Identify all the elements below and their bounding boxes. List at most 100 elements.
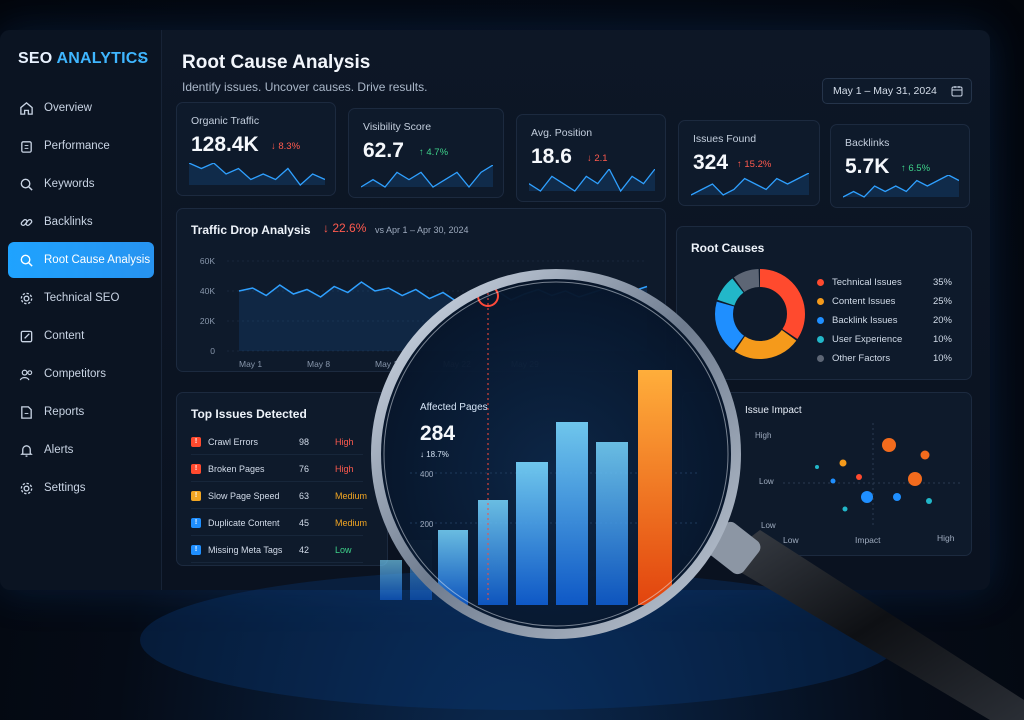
y-tick-label: 20K bbox=[200, 316, 215, 326]
legend-dot bbox=[817, 316, 824, 324]
kpi-change: ↓ 8.3% bbox=[271, 141, 301, 152]
legend-dot bbox=[817, 335, 824, 343]
traffic-line-chart: 60K 40K 20K 0 May 1 May 8 May 15 May 22 May 29 bbox=[200, 256, 648, 369]
kpi-change: ↑ 4.7% bbox=[419, 147, 449, 158]
issue-severity: Low bbox=[335, 544, 352, 555]
kpi-change: ↑ 15.2% bbox=[737, 159, 772, 170]
x-tick-label: May 15 bbox=[375, 359, 403, 369]
issue-count: 76 bbox=[299, 463, 310, 474]
issue-count: 63 bbox=[299, 490, 310, 501]
kpi-sparkline bbox=[189, 163, 325, 186]
issue-label: Broken Pages bbox=[208, 463, 265, 474]
kpi-label: Avg. Position bbox=[531, 127, 593, 139]
root-causes-title: Root Causes bbox=[691, 241, 765, 255]
issue-count: 45 bbox=[299, 517, 310, 528]
issue-icon: ! bbox=[191, 463, 201, 474]
legend-pct: 35% bbox=[932, 276, 952, 288]
sidebar-item-root-cause-analysis[interactable]: Root Cause Analysis bbox=[8, 242, 154, 278]
traffic-drop-compare: vs Apr 1 – Apr 30, 2024 bbox=[375, 225, 469, 235]
issue-row[interactable]: ! Slow Page Speed 63 Medium bbox=[191, 483, 367, 509]
impact-y-high: High bbox=[755, 431, 772, 440]
issue-label: Missing Meta Tags bbox=[208, 544, 283, 555]
kpi-card-avg-position[interactable]: Avg. Position 18.6 ↓ 2.1 bbox=[516, 114, 666, 202]
kpi-card-visibility-score[interactable]: Visibility Score 62.7 ↑ 4.7% bbox=[348, 108, 504, 198]
traffic-drop-title: Traffic Drop Analysis bbox=[191, 223, 311, 237]
issue-icon: ! bbox=[191, 490, 201, 501]
sidebar-item-label: Settings bbox=[44, 482, 86, 494]
sidebar-item-label: Content bbox=[44, 330, 85, 342]
issue-row[interactable]: ! Duplicate Content 45 Medium bbox=[191, 510, 367, 536]
sidebar-item-reports[interactable]: Reports bbox=[8, 394, 154, 430]
impact-point bbox=[882, 438, 896, 452]
sidebar-item-settings[interactable]: Settings bbox=[8, 470, 154, 506]
legend-label: User Experience bbox=[832, 333, 903, 345]
sidebar-item-competitors[interactable]: Competitors bbox=[8, 356, 154, 392]
issue-impact-title: Issue Impact bbox=[745, 405, 802, 416]
sidebar-item-technical-seo[interactable]: Technical SEO bbox=[8, 280, 154, 316]
impact-point bbox=[920, 450, 930, 460]
kpi-value: 128.4K bbox=[191, 133, 259, 156]
sidebar-item-label: Overview bbox=[44, 102, 92, 114]
legend-label: Other Factors bbox=[832, 352, 891, 364]
x-tick-label: May 29 bbox=[511, 359, 539, 369]
impact-point bbox=[856, 474, 862, 480]
main-content: Root Cause Analysis Identify issues. Unc… bbox=[176, 30, 990, 590]
impact-point bbox=[815, 465, 819, 469]
page-subtitle: Identify issues. Uncover causes. Drive r… bbox=[182, 80, 428, 94]
home-icon bbox=[18, 100, 34, 116]
top-issues-title: Top Issues Detected bbox=[191, 407, 307, 421]
impact-y-low-2: Low bbox=[761, 521, 776, 530]
issue-severity: High bbox=[335, 463, 354, 474]
issue-label: Crawl Errors bbox=[208, 436, 259, 447]
sidebar-item-keywords[interactable]: Keywords bbox=[8, 166, 154, 202]
clipboard-icon bbox=[18, 138, 34, 154]
calendar-icon bbox=[951, 85, 963, 100]
legend-item[interactable]: Backlink Issues 20% bbox=[817, 311, 952, 329]
kpi-change: ↓ 2.1 bbox=[587, 153, 608, 164]
donut-hole bbox=[734, 288, 786, 340]
sidebar-item-label: Backlinks bbox=[44, 216, 93, 228]
sidebar-item-label: Performance bbox=[44, 140, 110, 152]
root-causes-card: Root Causes Technical Issues 35% Content… bbox=[676, 226, 972, 380]
kpi-value: 62.7 bbox=[363, 139, 404, 162]
y-tick-label: 40K bbox=[200, 286, 215, 296]
chevron-down-icon[interactable]: ⌄ bbox=[136, 52, 146, 64]
brand-name-left: SEO bbox=[18, 50, 53, 67]
sidebar-item-performance[interactable]: Performance bbox=[8, 128, 154, 164]
sidebar-item-label: Keywords bbox=[44, 178, 95, 190]
issue-row[interactable]: ! Broken Pages 76 High bbox=[191, 456, 363, 482]
brand-name-right: ANALYTICS bbox=[56, 50, 149, 67]
y-tick-label: 60K bbox=[200, 256, 215, 266]
legend-item[interactable]: Technical Issues 35% bbox=[817, 273, 952, 291]
sidebar-item-backlinks[interactable]: Backlinks bbox=[8, 204, 154, 240]
legend-item[interactable]: User Experience 10% bbox=[817, 330, 952, 348]
sidebar-item-content[interactable]: Content bbox=[8, 318, 154, 354]
legend-dot bbox=[817, 297, 824, 305]
kpi-value: 324 bbox=[693, 151, 729, 174]
sidebar-item-alerts[interactable]: Alerts bbox=[8, 432, 154, 468]
issue-row[interactable]: ! Missing Meta Tags 42 Low bbox=[191, 537, 363, 563]
kpi-card-organic-traffic[interactable]: Organic Traffic 128.4K ↓ 8.3% bbox=[176, 102, 336, 196]
kpi-label: Visibility Score bbox=[363, 121, 432, 133]
sidebar-item-label: Alerts bbox=[44, 444, 74, 456]
sidebar-item-label: Root Cause Analysis bbox=[44, 254, 151, 266]
kpi-card-backlinks[interactable]: Backlinks 5.7K ↑ 6.5% bbox=[830, 124, 970, 208]
kpi-label: Organic Traffic bbox=[191, 115, 260, 127]
kpi-label: Issues Found bbox=[693, 133, 757, 145]
kpi-card-issues-found[interactable]: Issues Found 324 ↑ 15.2% bbox=[678, 120, 820, 206]
legend-item[interactable]: Content Issues 25% bbox=[817, 292, 952, 310]
date-range-picker[interactable]: May 1 – May 31, 2024 bbox=[822, 78, 972, 104]
legend-item[interactable]: Other Factors 10% bbox=[817, 349, 952, 367]
y-tick-label: 0 bbox=[210, 346, 215, 356]
donut-slice bbox=[715, 269, 805, 359]
issue-row[interactable]: ! Crawl Errors 98 High bbox=[191, 429, 363, 455]
brand-logo[interactable]: SEO ANALYTICS bbox=[18, 50, 148, 68]
impact-scatter bbox=[783, 423, 963, 528]
issue-count: 98 bbox=[299, 436, 310, 447]
sidebar-item-overview[interactable]: Overview bbox=[8, 90, 154, 126]
kpi-value: 5.7K bbox=[845, 155, 890, 178]
root-causes-donut bbox=[715, 269, 805, 359]
search-icon bbox=[18, 252, 34, 268]
issue-severity: Medium bbox=[335, 490, 368, 501]
x-tick-label: May 22 bbox=[443, 359, 471, 369]
